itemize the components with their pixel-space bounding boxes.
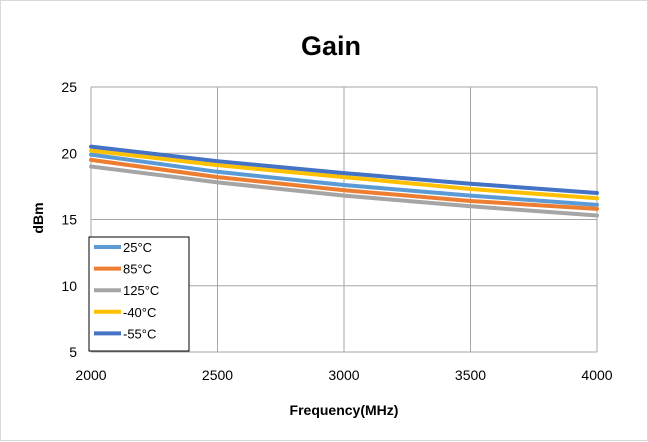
legend-entry: -55°C — [123, 326, 156, 341]
x-tick-label: 3500 — [455, 367, 486, 383]
legend-entry: 85°C — [123, 262, 152, 277]
chart-title: Gain — [301, 31, 361, 61]
y-tick-label: 10 — [61, 278, 77, 294]
series-line — [89, 144, 599, 195]
axes: 5 10 15 20 25 2000 2500 3000 3500 4000 — [61, 79, 612, 383]
y-axis-title: dBm — [30, 202, 46, 233]
series-lines — [89, 144, 599, 218]
series-line — [89, 152, 599, 207]
legend-entry: 25°C — [123, 240, 152, 255]
y-tick-label: 20 — [61, 145, 77, 161]
x-axis-title: Frequency(MHz) — [290, 402, 399, 418]
x-tick-label: 2500 — [202, 367, 233, 383]
x-tick-label: 2000 — [75, 367, 106, 383]
series-line — [89, 157, 599, 211]
series-line — [89, 164, 599, 218]
legend-entry: -40°C — [123, 305, 156, 320]
legend-entry: 125°C — [123, 283, 159, 298]
y-tick-label: 25 — [61, 79, 77, 95]
x-tick-label: 4000 — [581, 367, 612, 383]
y-tick-label: 5 — [69, 344, 77, 360]
y-tick-label: 15 — [61, 212, 77, 228]
series-line — [89, 148, 599, 201]
legend: 25°C 85°C 125°C -40°C -55°C — [88, 236, 190, 352]
x-tick-label: 3000 — [328, 367, 359, 383]
